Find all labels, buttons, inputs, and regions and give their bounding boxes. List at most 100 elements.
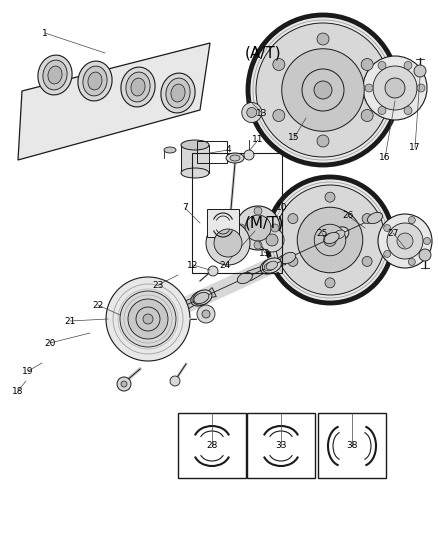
Circle shape <box>248 15 398 165</box>
Circle shape <box>404 107 412 115</box>
Circle shape <box>266 234 278 246</box>
Ellipse shape <box>264 262 276 271</box>
Circle shape <box>373 66 417 110</box>
Text: 24: 24 <box>219 261 231 270</box>
Circle shape <box>378 61 386 69</box>
Circle shape <box>106 277 190 361</box>
Text: 23: 23 <box>152 280 164 289</box>
Text: 26: 26 <box>343 212 354 221</box>
Circle shape <box>206 221 250 265</box>
Circle shape <box>417 84 425 92</box>
Bar <box>192 153 282 273</box>
Bar <box>181 145 209 173</box>
Circle shape <box>197 305 215 323</box>
Polygon shape <box>206 287 216 298</box>
Circle shape <box>302 69 344 111</box>
Ellipse shape <box>126 72 150 102</box>
Circle shape <box>314 224 346 256</box>
Bar <box>178 413 246 478</box>
Circle shape <box>245 215 271 241</box>
Circle shape <box>424 238 431 245</box>
Ellipse shape <box>131 78 145 96</box>
Circle shape <box>121 381 127 387</box>
Text: 27: 27 <box>387 229 399 238</box>
Ellipse shape <box>262 258 281 273</box>
Ellipse shape <box>260 259 279 274</box>
Circle shape <box>120 291 176 347</box>
Circle shape <box>324 233 336 246</box>
Circle shape <box>254 241 262 249</box>
Circle shape <box>384 224 391 231</box>
Ellipse shape <box>226 153 244 163</box>
Circle shape <box>362 214 372 223</box>
Circle shape <box>275 185 385 295</box>
Circle shape <box>419 249 431 261</box>
Ellipse shape <box>367 212 382 224</box>
Circle shape <box>244 150 254 160</box>
Polygon shape <box>18 43 210 160</box>
Text: 33: 33 <box>275 441 287 450</box>
Ellipse shape <box>266 261 278 270</box>
Circle shape <box>384 251 391 257</box>
Ellipse shape <box>323 230 342 245</box>
Circle shape <box>136 307 160 331</box>
Circle shape <box>170 376 180 386</box>
Text: 10: 10 <box>276 204 288 213</box>
Circle shape <box>385 78 405 98</box>
Ellipse shape <box>48 66 62 84</box>
Circle shape <box>361 59 373 70</box>
Ellipse shape <box>197 293 208 302</box>
Circle shape <box>325 192 335 202</box>
Bar <box>247 413 315 478</box>
Circle shape <box>128 299 168 339</box>
Text: (M/T): (M/T) <box>245 215 284 230</box>
Circle shape <box>408 259 415 265</box>
Circle shape <box>378 214 432 268</box>
Circle shape <box>117 377 131 391</box>
Ellipse shape <box>281 252 296 264</box>
Circle shape <box>256 23 390 157</box>
Polygon shape <box>177 294 206 313</box>
Circle shape <box>273 109 285 122</box>
Circle shape <box>378 107 386 115</box>
Text: 22: 22 <box>92 301 104 310</box>
Polygon shape <box>316 230 345 248</box>
Circle shape <box>273 59 285 70</box>
Ellipse shape <box>121 67 155 107</box>
Ellipse shape <box>38 55 72 95</box>
Bar <box>318 413 386 478</box>
Ellipse shape <box>191 291 210 306</box>
Text: 21: 21 <box>64 317 76 326</box>
Text: 12: 12 <box>187 261 199 270</box>
Circle shape <box>143 314 153 324</box>
Ellipse shape <box>324 232 339 244</box>
Circle shape <box>365 84 373 92</box>
Text: 18: 18 <box>12 386 24 395</box>
Ellipse shape <box>330 227 349 242</box>
Circle shape <box>236 206 280 250</box>
Polygon shape <box>336 228 346 238</box>
Text: 13: 13 <box>259 248 271 257</box>
Polygon shape <box>247 262 276 281</box>
Circle shape <box>202 310 210 318</box>
Circle shape <box>282 49 364 131</box>
Circle shape <box>397 233 413 249</box>
Circle shape <box>314 81 332 99</box>
Circle shape <box>288 214 298 223</box>
Text: 11: 11 <box>252 135 264 144</box>
Ellipse shape <box>194 294 206 303</box>
Circle shape <box>361 109 373 122</box>
Ellipse shape <box>88 72 102 90</box>
Ellipse shape <box>194 293 209 304</box>
Ellipse shape <box>78 61 112 101</box>
Text: 28: 28 <box>206 441 218 450</box>
Circle shape <box>363 56 427 120</box>
Circle shape <box>317 135 329 147</box>
Text: 16: 16 <box>379 154 391 163</box>
Text: 15: 15 <box>288 133 300 142</box>
Ellipse shape <box>171 84 185 102</box>
Polygon shape <box>276 255 286 266</box>
Ellipse shape <box>193 290 212 305</box>
Circle shape <box>362 256 372 266</box>
Circle shape <box>214 229 242 257</box>
